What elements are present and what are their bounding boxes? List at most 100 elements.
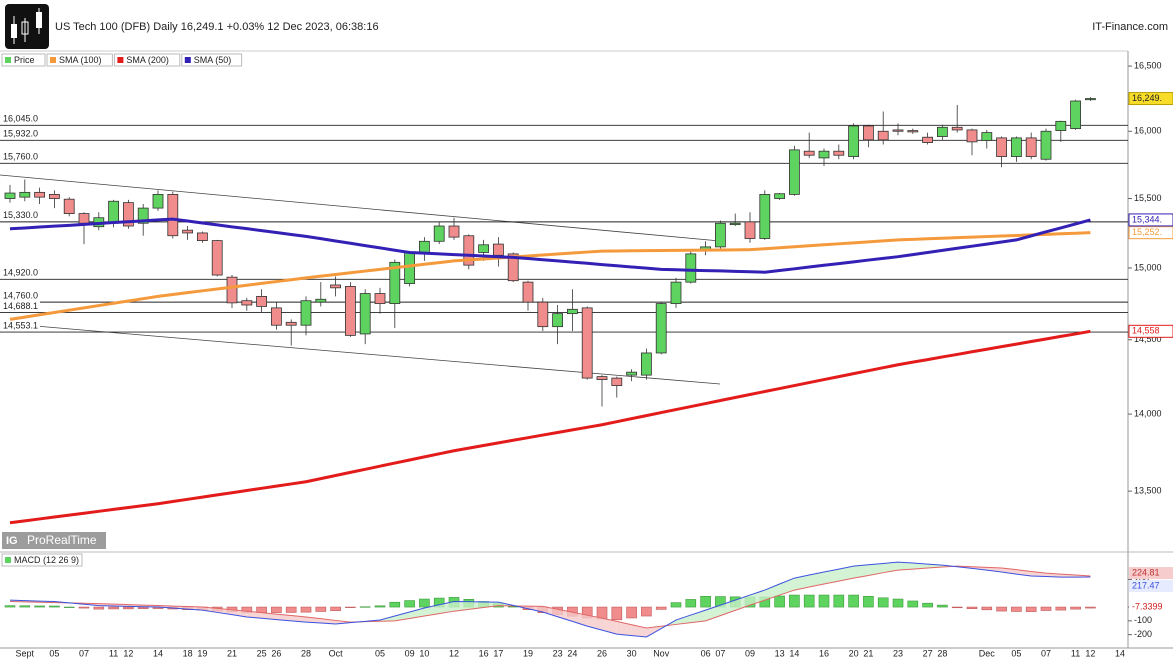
watermark-box	[2, 532, 106, 549]
x-tick-label: 19	[197, 648, 207, 658]
histogram-bar	[359, 606, 371, 608]
x-tick-label: 27	[923, 648, 933, 658]
candle-body	[655, 303, 667, 354]
legend-label: SMA (200)	[126, 55, 169, 65]
candle-body	[167, 194, 179, 237]
x-tick-label: 26	[597, 648, 607, 658]
histogram-bar	[951, 606, 963, 609]
x-tick-label: 21	[227, 648, 237, 658]
macd-signal-fill	[809, 572, 824, 588]
x-tick-label: Nov	[653, 648, 670, 658]
candle-body	[641, 352, 652, 376]
level-label-box	[0, 210, 40, 221]
x-tick-label: 07	[79, 648, 89, 658]
histogram-bar	[996, 606, 1007, 612]
candle-body	[1085, 98, 1096, 101]
candle-body	[670, 281, 682, 304]
histogram-bar	[1040, 606, 1052, 611]
macd-signal-fill	[587, 615, 602, 631]
x-tick-label: 12	[123, 648, 133, 658]
value-tag	[1128, 213, 1173, 227]
macd-signal-fill	[690, 610, 706, 623]
histogram-bar	[330, 606, 341, 611]
trendline	[0, 322, 721, 385]
x-tick-label: 30	[627, 648, 637, 658]
legend-box	[1, 53, 46, 67]
legend-swatch	[5, 57, 11, 63]
legend-box	[181, 53, 243, 67]
candle-body	[78, 213, 90, 224]
histogram-bar	[877, 597, 889, 608]
sma-line	[9, 217, 1091, 274]
legend-label: SMA (100)	[59, 55, 102, 65]
value-tag	[1128, 226, 1173, 240]
value-tag-label: 15,344.	[1132, 214, 1162, 224]
x-tick-label: 12	[1085, 648, 1095, 658]
y-tick-label: 15,500	[1134, 193, 1162, 203]
histogram-bar	[937, 604, 948, 608]
y-tick-label: 14,000	[1134, 408, 1162, 418]
y-tick-label: 13,500	[1134, 486, 1162, 496]
x-tick-label: 14	[1115, 648, 1125, 658]
y-tick-label: -200	[1134, 629, 1152, 639]
macd-signal-fill	[261, 612, 277, 620]
x-tick-label: 21	[863, 648, 873, 658]
level-label: 16,045.0	[3, 114, 38, 124]
macd-signal-fill	[454, 601, 469, 612]
macd-legend-swatch	[5, 557, 11, 563]
macd-signal-fill	[246, 611, 262, 619]
macd-signal-fill	[838, 566, 854, 582]
histogram-bar	[611, 606, 623, 621]
candle-body	[389, 261, 401, 304]
sma-line	[9, 329, 1091, 525]
macd-title: MACD (12 26 9)	[14, 555, 79, 565]
x-tick-label: 16	[479, 648, 489, 658]
level-label-box	[0, 152, 40, 163]
value-tag	[1129, 580, 1173, 593]
histogram-bar	[774, 595, 785, 608]
x-tick-label: 16	[819, 648, 829, 658]
value-tag	[1128, 324, 1173, 338]
legend-box	[113, 53, 181, 67]
candle-body	[404, 252, 416, 284]
histogram-bar	[4, 605, 16, 608]
candle-body	[981, 132, 993, 141]
candle-body	[285, 321, 297, 326]
level-label-box	[0, 301, 40, 312]
histogram-bar	[137, 606, 149, 609]
candle-body	[211, 240, 223, 276]
legend-swatch	[50, 57, 56, 63]
candle-body	[137, 207, 149, 224]
macd-signal-fill	[794, 575, 810, 591]
x-tick-label: 17	[493, 648, 503, 658]
histogram-bar	[345, 606, 356, 608]
macd-signal-fill	[276, 614, 292, 621]
x-tick-label: 07	[1041, 648, 1051, 658]
x-tick-label: 06	[701, 648, 711, 658]
x-tick-label: 10	[419, 648, 429, 658]
macd-signal-fill	[291, 615, 306, 623]
candle-body	[182, 229, 194, 234]
macd-legend-box	[1, 553, 83, 567]
watermark-text: ProRealTime	[27, 533, 97, 547]
x-tick-label: 05	[375, 648, 385, 658]
macd-signal-fill	[986, 567, 1002, 573]
candle-body	[744, 221, 756, 239]
sma-line	[9, 231, 1091, 321]
candle-body	[892, 129, 904, 132]
histogram-bar	[389, 601, 401, 608]
level-label: 15,760.0	[3, 152, 38, 162]
histogram-bar	[1070, 606, 1081, 610]
histogram-bar	[907, 600, 919, 608]
candle-body	[537, 301, 549, 328]
level-label: 14,688.1	[3, 301, 38, 311]
chart-title: US Tech 100 (DFB) Daily 16,249.1 +0.03% …	[55, 21, 379, 33]
candle-body	[1025, 137, 1037, 157]
trendline	[0, 174, 721, 242]
watermark-logo: IG	[6, 535, 18, 547]
level-label-box	[0, 114, 40, 125]
candle-body	[330, 284, 342, 289]
candle-body	[226, 276, 238, 304]
histogram-bar	[63, 606, 75, 608]
legend-label: Price	[14, 55, 35, 65]
